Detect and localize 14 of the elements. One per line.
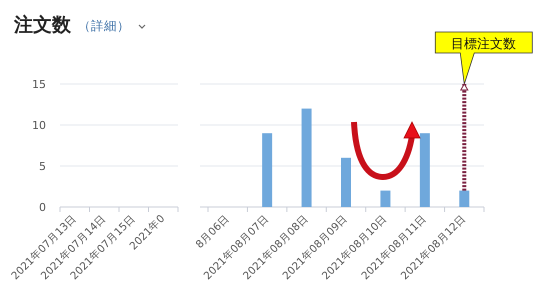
chart-subtitle: （詳細） xyxy=(78,18,130,33)
bar xyxy=(341,158,351,207)
bar xyxy=(380,190,390,207)
bar xyxy=(459,190,470,207)
x-tick-label: 8月06日 xyxy=(194,212,232,251)
y-tick-label: 0 xyxy=(39,201,46,214)
y-tick-label: 15 xyxy=(32,78,46,91)
bar xyxy=(262,133,272,207)
bar xyxy=(420,133,430,207)
chart-title: 注文数 xyxy=(13,14,72,36)
bar xyxy=(302,108,312,207)
annotation: 目標注文数 xyxy=(434,32,533,84)
y-tick-label: 10 xyxy=(32,119,46,132)
y-tick-label: 5 xyxy=(39,160,46,173)
